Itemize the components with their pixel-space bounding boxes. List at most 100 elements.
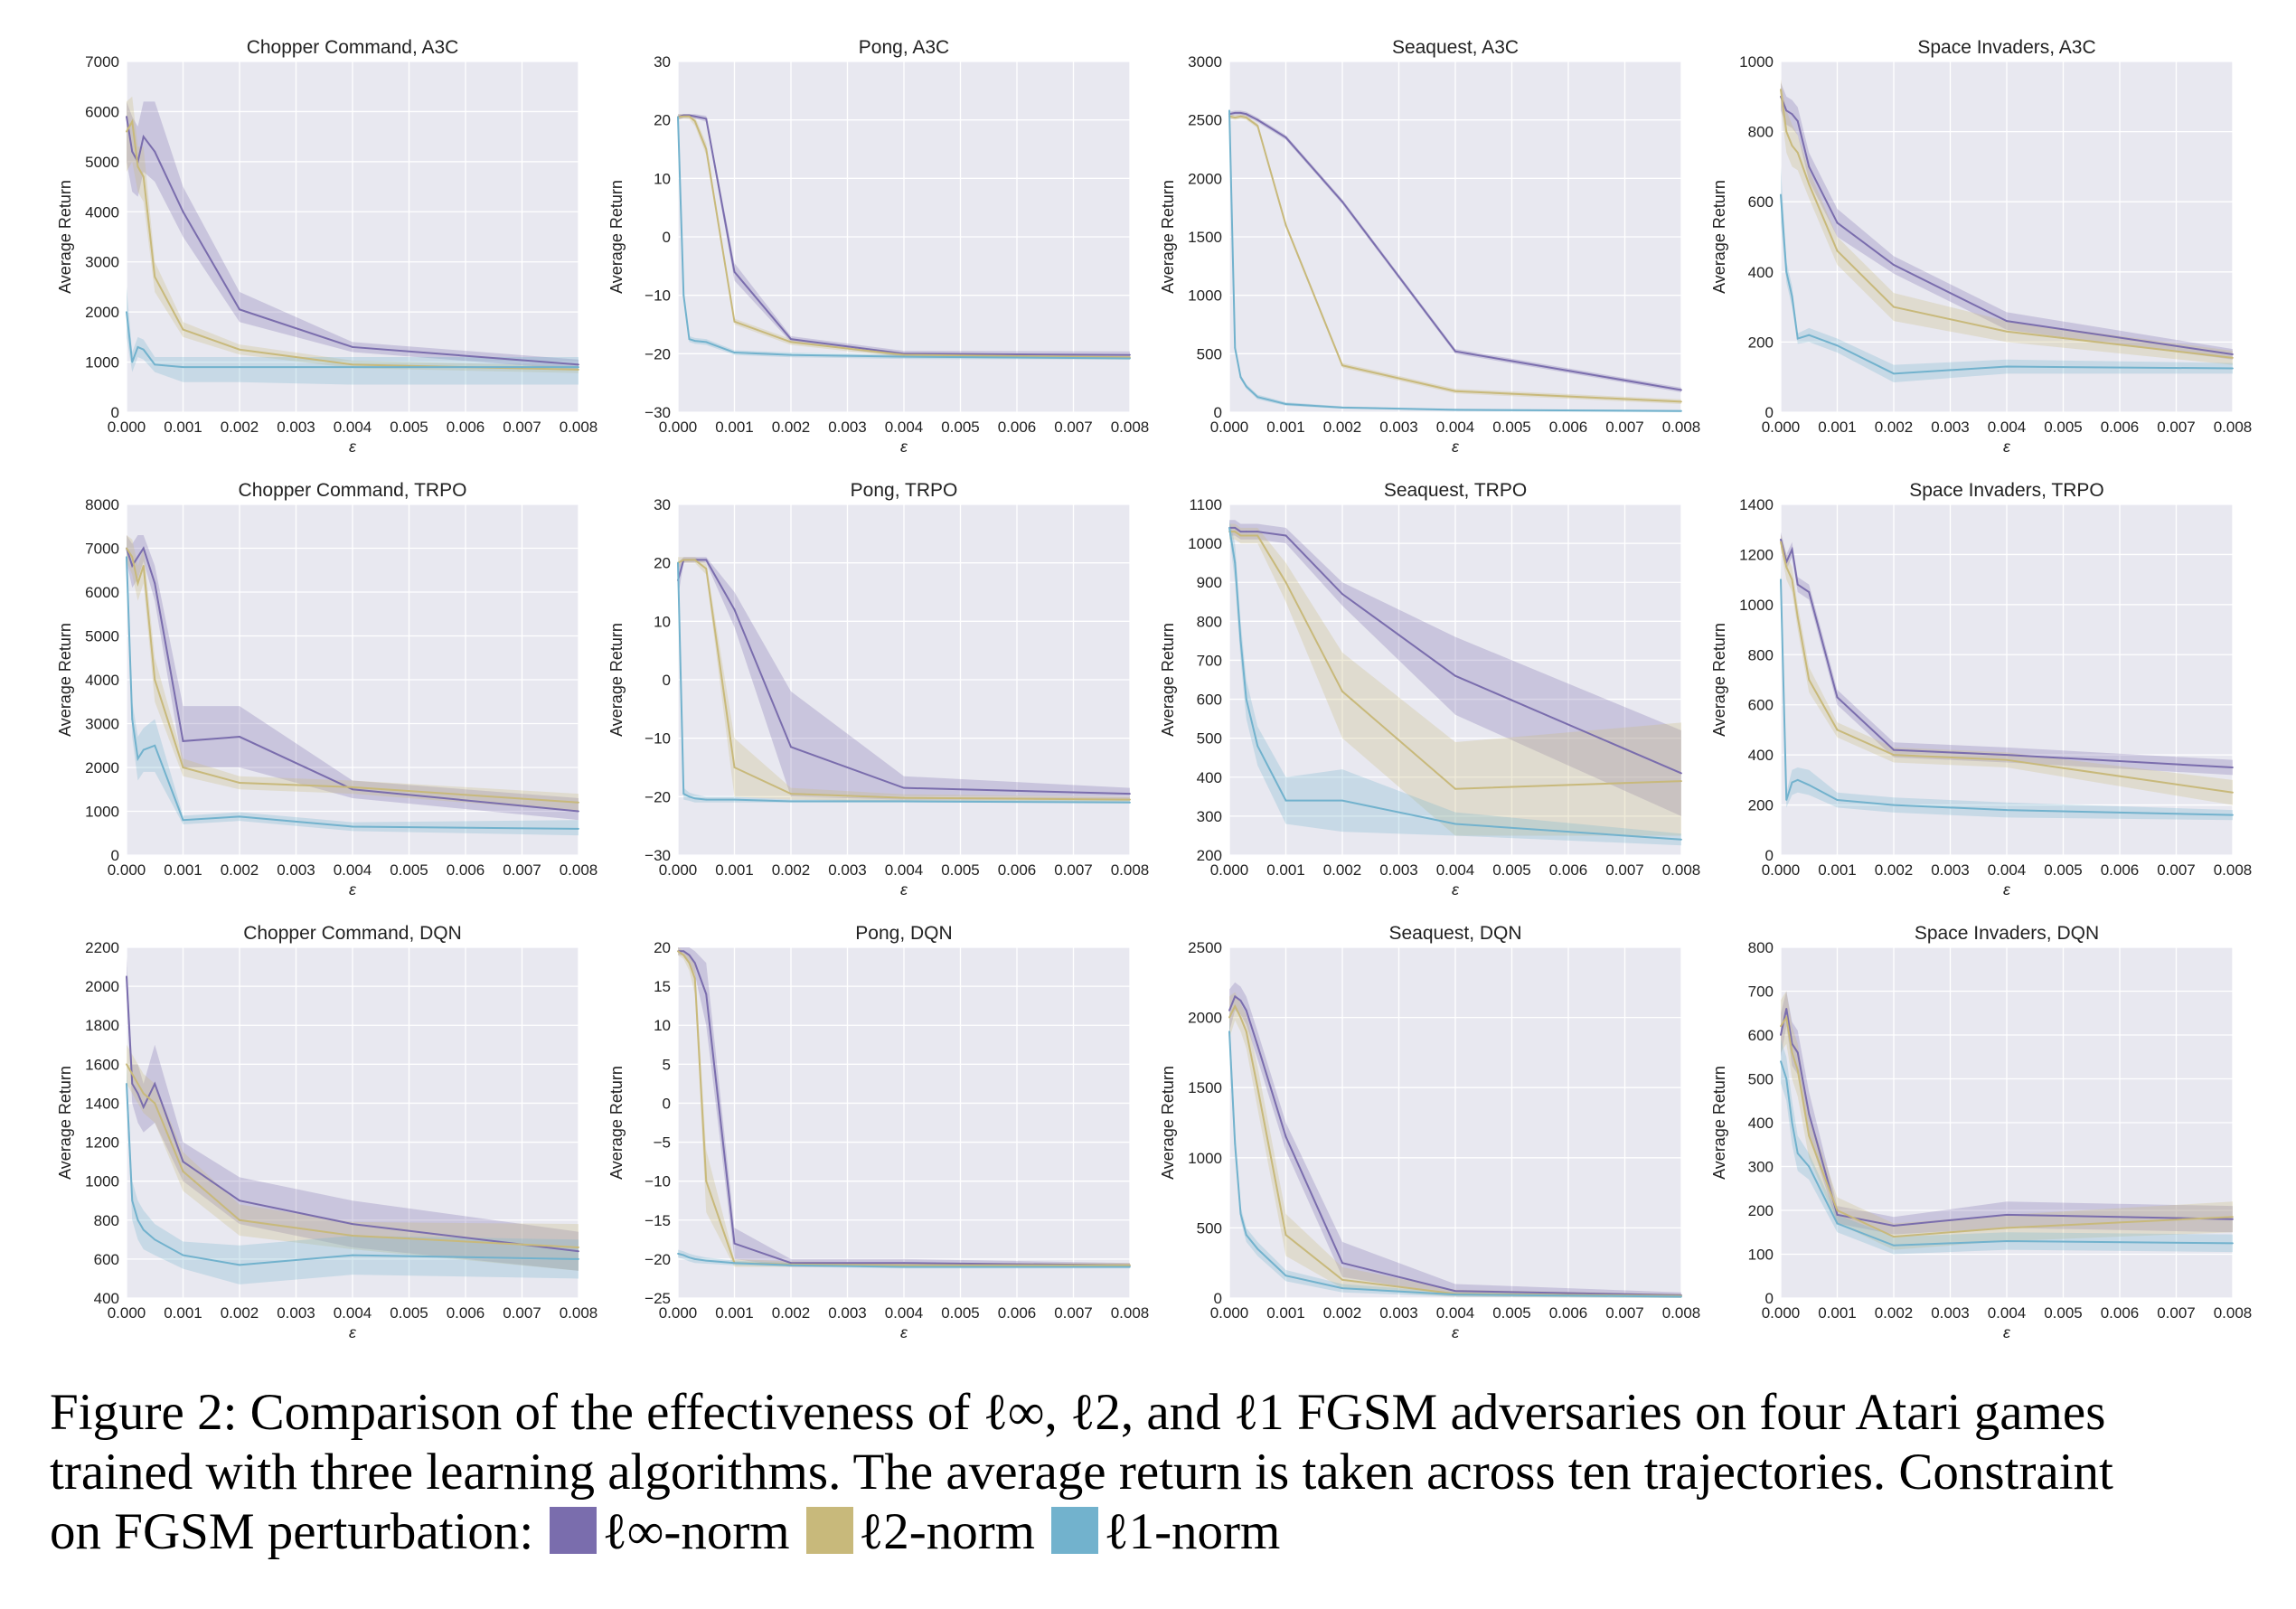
- data-point-l2: [2232, 1216, 2234, 1219]
- chart-title: Space Invaders, A3C: [1917, 37, 2095, 58]
- data-point-l1: [1796, 337, 1799, 340]
- data-point-linf: [239, 1200, 240, 1202]
- data-point-l1: [126, 1082, 127, 1085]
- data-point-linf: [1245, 1009, 1247, 1012]
- data-point-linf: [1796, 1051, 1799, 1054]
- x-axis-label: ε: [1452, 1323, 1460, 1341]
- y-tick-label: 200: [1748, 1202, 1774, 1219]
- chart-panel: 0.000 0.001 0.002 0.003 0.004 0.005 0.006 0.007…: [36, 461, 598, 904]
- data-point-l2: [1808, 183, 1811, 185]
- data-point-l2: [1836, 249, 1839, 252]
- chart-title: Space Invaders, DQN: [1915, 923, 2099, 944]
- x-tick-label: 0.003: [828, 419, 867, 436]
- data-point-l2: [1796, 151, 1799, 154]
- data-point-l2: [682, 559, 685, 561]
- x-tick-label: 0.000: [659, 419, 698, 436]
- data-point-l2: [578, 801, 579, 804]
- x-tick-label: 0.004: [1988, 861, 2027, 879]
- legend-swatch-l1: [1051, 1507, 1099, 1554]
- y-tick-label: 5: [663, 1056, 671, 1073]
- y-tick-label: 0: [111, 404, 119, 421]
- data-point-linf: [1454, 350, 1456, 353]
- data-point-linf: [2232, 1218, 2234, 1220]
- data-point-l1: [1239, 376, 1242, 379]
- data-point-l2: [1239, 115, 1242, 118]
- chart-svg: 0.000 0.001 0.002 0.003 0.004 0.005 0.006 0.007…: [1710, 480, 2253, 899]
- x-tick-label: 0.001: [715, 419, 754, 436]
- y-tick-label: 500: [1197, 730, 1222, 748]
- chart-svg: 0.000 0.001 0.002 0.003 0.004 0.005 0.006 0.007…: [56, 923, 598, 1341]
- data-point-linf: [578, 363, 579, 366]
- y-tick-label: 600: [1748, 1027, 1774, 1044]
- data-point-l1: [903, 1266, 905, 1268]
- x-tick-label: 0.004: [885, 419, 924, 436]
- data-point-l1: [126, 311, 127, 314]
- y-tick-label: 0: [663, 229, 671, 246]
- data-point-l2: [677, 950, 679, 953]
- data-point-l2: [1893, 1236, 1895, 1237]
- x-axis-label: ε: [349, 880, 357, 899]
- data-point-l1: [154, 744, 156, 747]
- y-tick-label: −30: [645, 847, 671, 864]
- data-point-linf: [1780, 538, 1782, 541]
- data-point-l2: [790, 793, 792, 795]
- y-tick-label: 1000: [85, 1173, 119, 1190]
- y-tick-label: 300: [1197, 808, 1222, 825]
- x-tick-label: 0.001: [1266, 419, 1305, 436]
- data-point-l1: [790, 1264, 792, 1266]
- data-point-l1: [2006, 365, 2008, 368]
- y-tick-label: 800: [94, 1212, 119, 1229]
- x-tick-label: 0.008: [1662, 861, 1701, 879]
- data-point-l1: [142, 348, 145, 351]
- data-point-linf: [693, 962, 696, 964]
- data-point-linf: [352, 1223, 353, 1225]
- x-tick-label: 0.006: [2101, 419, 2140, 436]
- chart-title: Seaquest, TRPO: [1384, 480, 1527, 501]
- data-point-l2: [1893, 754, 1895, 757]
- data-point-l1: [2006, 809, 2008, 812]
- data-point-l1: [677, 1252, 679, 1255]
- x-tick-label: 0.001: [1266, 1304, 1305, 1322]
- y-tick-label: 1400: [85, 1095, 119, 1112]
- data-point-l2: [1796, 616, 1799, 618]
- data-point-linf: [136, 556, 139, 559]
- data-point-l1: [2232, 367, 2234, 370]
- data-point-l1: [1836, 1222, 1839, 1225]
- chart-title: Pong, TRPO: [851, 480, 958, 501]
- x-axis-label: ε: [2003, 1323, 2011, 1341]
- data-point-l1: [677, 561, 679, 564]
- data-point-linf: [352, 346, 353, 348]
- data-point-l1: [352, 825, 353, 828]
- data-point-l1: [578, 366, 579, 369]
- data-point-l1: [1341, 1287, 1343, 1290]
- data-point-l2: [705, 568, 708, 570]
- data-point-l1: [1785, 799, 1788, 801]
- x-tick-label: 0.000: [108, 419, 146, 436]
- data-point-l1: [1791, 1122, 1793, 1124]
- chart-svg: 0.000 0.001 0.002 0.003 0.004 0.005 0.006 0.007…: [56, 37, 598, 456]
- data-point-linf: [1284, 534, 1287, 537]
- data-point-l1: [1228, 109, 1230, 112]
- y-tick-label: 10: [654, 613, 671, 630]
- band-l2: [1781, 991, 2233, 1250]
- x-tick-label: 0.002: [221, 861, 259, 879]
- data-point-linf: [136, 1092, 139, 1095]
- data-point-l2: [1245, 534, 1247, 537]
- y-tick-label: 200: [1748, 797, 1774, 814]
- data-point-linf: [1234, 112, 1237, 114]
- x-tick-label: 0.000: [659, 1304, 698, 1322]
- data-point-l1: [688, 795, 691, 798]
- chart-panel: 0.000 0.001 0.002 0.003 0.004 0.005 0.006 0.007…: [36, 18, 598, 461]
- data-point-l1: [733, 352, 736, 353]
- x-tick-label: 0.008: [2214, 861, 2253, 879]
- caption-line-3-prefix: on FGSM perturbation:: [50, 1503, 534, 1560]
- y-tick-label: 800: [1197, 613, 1222, 630]
- data-point-l2: [1893, 306, 1895, 308]
- data-point-l1: [705, 341, 708, 343]
- data-point-l1: [2232, 1242, 2234, 1245]
- x-tick-label: 0.008: [560, 1304, 598, 1322]
- band-l2: [1781, 79, 2233, 365]
- data-point-l1: [1239, 639, 1242, 642]
- data-point-linf: [1791, 548, 1793, 550]
- y-tick-label: 500: [1197, 1219, 1222, 1237]
